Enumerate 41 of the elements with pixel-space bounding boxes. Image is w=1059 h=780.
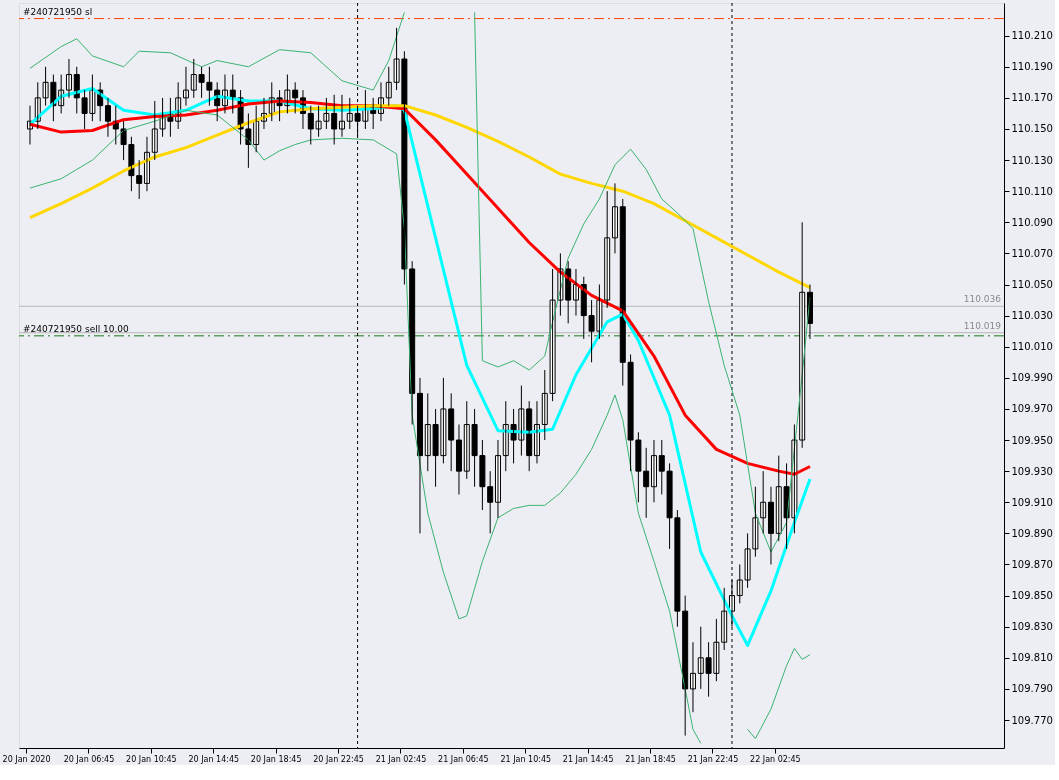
y-tick-label: 110.010 xyxy=(1011,341,1053,353)
line-series xyxy=(28,104,812,290)
y-tick-label: 109.930 xyxy=(1011,465,1053,477)
ref-line-label: 110.036 xyxy=(963,294,1002,305)
x-tick-label: 20 Jan 10:45 xyxy=(126,754,177,764)
y-tick-label: 110.130 xyxy=(1011,154,1053,166)
y-tick-label: 110.170 xyxy=(1011,92,1053,104)
x-tick-label: 20 Jan 06:45 xyxy=(63,754,115,764)
y-tick-label: 110.150 xyxy=(1011,123,1053,135)
y-tick-label: 109.990 xyxy=(1011,372,1053,384)
x-tick-label: 20 Jan 14:45 xyxy=(188,754,240,764)
y-tick-label: 109.890 xyxy=(1011,527,1053,539)
y-tick-label: 109.870 xyxy=(1011,558,1053,570)
y-tick-label: 109.810 xyxy=(1011,652,1053,664)
x-tick-label: 22 Jan 02:45 xyxy=(750,754,801,764)
x-tick-label: 21 Jan 18:45 xyxy=(625,754,676,764)
y-tick-label: 110.030 xyxy=(1011,310,1053,322)
x-tick-label: 21 Jan 06:45 xyxy=(438,754,489,764)
x-tick-label: 20 Jan 22:45 xyxy=(313,754,364,764)
y-tick-label: 110.050 xyxy=(1011,279,1053,291)
x-tick-label: 21 Jan 14:45 xyxy=(562,754,614,764)
y-tick-label: 110.090 xyxy=(1011,216,1053,228)
y-tick-label: 109.950 xyxy=(1011,434,1053,446)
x-tick-label: 21 Jan 10:45 xyxy=(500,754,552,764)
ref-line-label: #240721950 sl xyxy=(23,6,93,17)
x-tick-label: 21 Jan 02:45 xyxy=(375,754,427,764)
ref-line-label: #240721950 sell 10.00 xyxy=(23,323,130,334)
x-tick-label: 20 Jan 2020 xyxy=(2,754,51,764)
y-tick-label: 110.190 xyxy=(1011,61,1053,73)
x-tick-label: 20 Jan 18:45 xyxy=(250,754,302,764)
y-tick-label: 109.830 xyxy=(1011,621,1053,633)
y-tick-label: 110.210 xyxy=(1011,30,1053,42)
y-tick-label: 109.910 xyxy=(1011,496,1053,508)
y-tick-label: 109.970 xyxy=(1011,403,1053,415)
y-tick-label: 109.770 xyxy=(1011,714,1053,726)
y-tick-label: 110.110 xyxy=(1011,185,1053,197)
x-tick-label: 21 Jan 22:45 xyxy=(687,754,739,764)
y-tick-label: 109.850 xyxy=(1011,590,1053,602)
ref-line-label: 110.019 xyxy=(963,320,1002,331)
y-tick-label: 109.790 xyxy=(1011,683,1053,695)
y-tick-label: 110.070 xyxy=(1011,247,1053,259)
